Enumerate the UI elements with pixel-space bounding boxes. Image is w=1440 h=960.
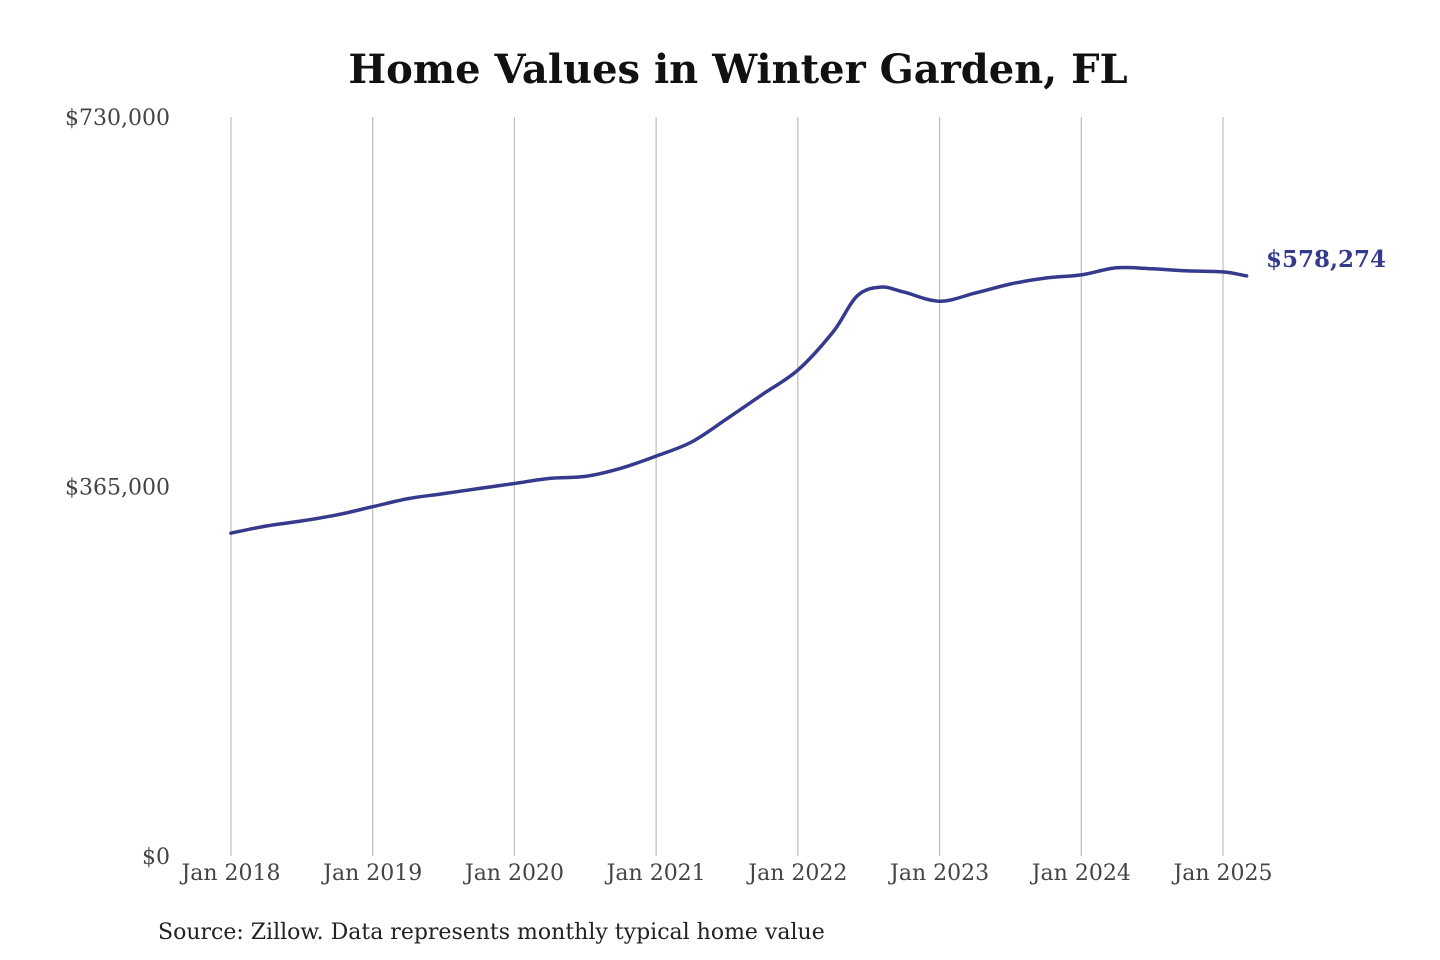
- home-value-line: [229, 265, 1249, 535]
- y-tick-label: $0: [142, 845, 170, 870]
- chart-title: Home Values in Winter Garden, FL: [348, 46, 1127, 93]
- y-tick-label: $730,000: [65, 106, 170, 131]
- x-tick-label: Jan 2024: [1030, 861, 1131, 886]
- x-axis-ticks: Jan 2018 Jan 2019 Jan 2020 Jan 2021 Jan 2022…: [179, 861, 1272, 886]
- series-layer: [229, 265, 1249, 535]
- y-axis-ticks: $0 $365,000 $730,000: [65, 106, 170, 870]
- gridlines: [230, 117, 1224, 856]
- end-value-label: $578,274: [1266, 246, 1386, 273]
- x-tick-label: Jan 2021: [605, 861, 706, 886]
- x-tick-label: Jan 2018: [179, 861, 280, 886]
- x-tick-label: Jan 2020: [463, 861, 564, 886]
- source-note: Source: Zillow. Data represents monthly …: [158, 920, 825, 945]
- x-tick-label: Jan 2023: [888, 861, 989, 886]
- x-tick-label: Jan 2022: [746, 861, 847, 886]
- x-tick-label: Jan 2019: [321, 861, 422, 886]
- y-tick-label: $365,000: [65, 476, 170, 501]
- x-tick-label: Jan 2025: [1171, 861, 1272, 886]
